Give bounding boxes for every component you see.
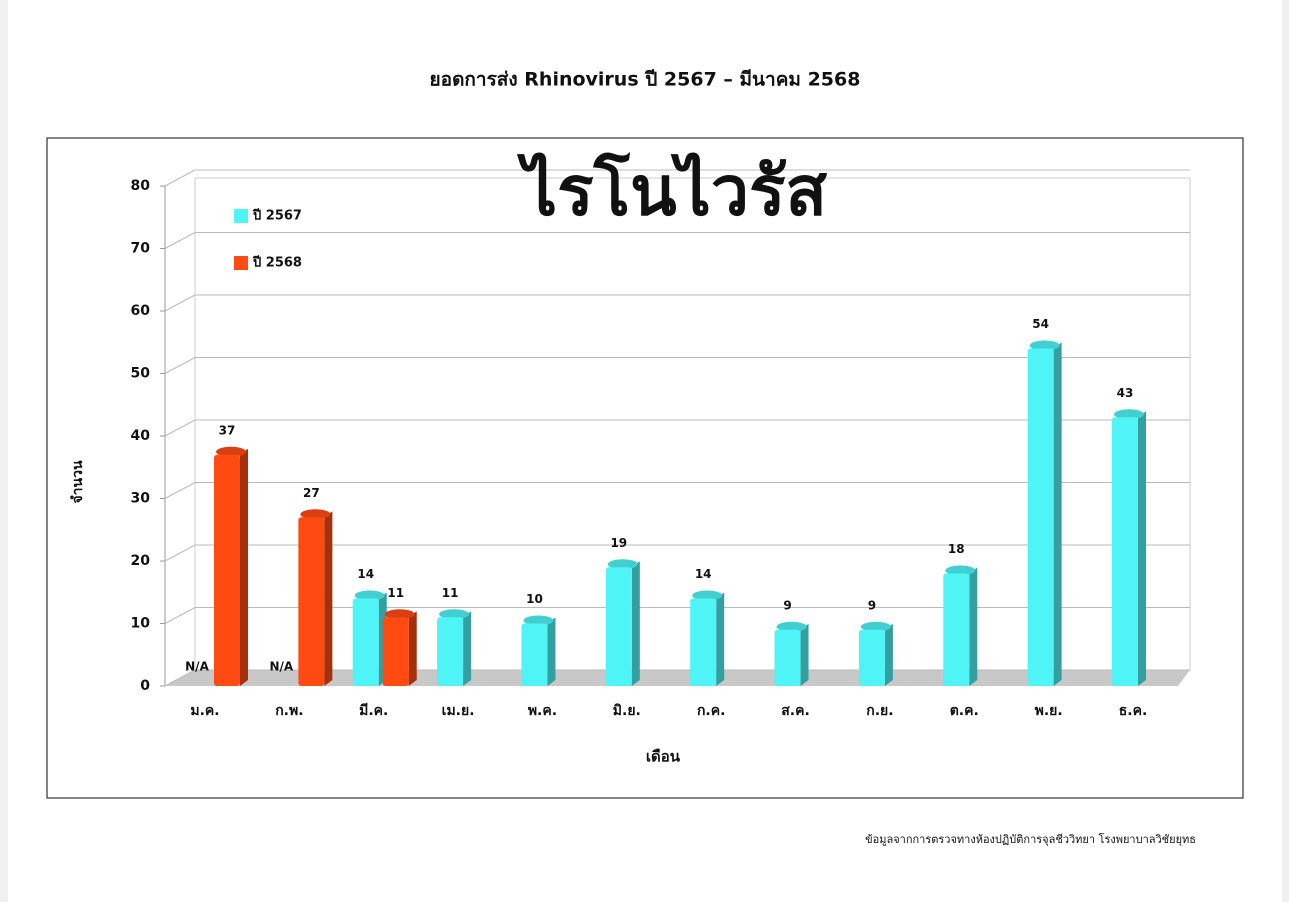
grid-line <box>164 669 196 687</box>
grid-line <box>164 482 196 499</box>
data-label: N/A <box>270 660 294 674</box>
y-tick-label: 70 <box>131 241 151 257</box>
bar-top <box>776 621 807 632</box>
bar-side <box>716 592 725 686</box>
y-tick-label: 0 <box>140 678 150 694</box>
source-note: ข้อมูลจากการตรวจทางห้องปฏิบัติการจุลชีวว… <box>865 832 1196 846</box>
bar <box>352 598 379 686</box>
x-tick-label: พ.ย. <box>1035 703 1063 719</box>
data-label: 19 <box>610 536 627 550</box>
y-tick-label: 60 <box>131 303 151 319</box>
x-tick-label: ส.ค. <box>781 703 810 719</box>
x-tick-label: ก.พ. <box>275 703 303 719</box>
grid-line <box>164 419 196 437</box>
y-tick-label: 40 <box>131 428 151 444</box>
bar <box>858 629 885 686</box>
data-label: 10 <box>526 592 543 606</box>
y-tick-label: 50 <box>131 366 151 382</box>
bar-side <box>1053 342 1062 686</box>
x-tick-label: เม.ย. <box>442 703 475 719</box>
bar-top <box>216 446 246 457</box>
data-label: 11 <box>387 586 404 600</box>
grid-line <box>164 232 196 249</box>
bar <box>1112 417 1138 686</box>
bar-top <box>300 509 331 520</box>
bar <box>943 573 970 686</box>
bar-side <box>408 611 417 686</box>
data-label: 43 <box>1117 386 1134 400</box>
bar <box>605 567 632 686</box>
bar <box>521 623 548 686</box>
bar-side <box>324 511 333 686</box>
x-axis-label: เดือน <box>646 748 681 766</box>
bar-side <box>800 623 809 686</box>
y-axis-label: จำนวน <box>70 460 86 503</box>
floor <box>165 670 1190 686</box>
bar-side <box>884 623 893 686</box>
data-label: 37 <box>219 423 236 437</box>
bar-top <box>945 565 976 576</box>
x-tick-label: พ.ค. <box>528 703 557 719</box>
x-tick-label: ก.ค. <box>697 703 725 719</box>
bar-top <box>1114 409 1144 420</box>
data-label: 27 <box>303 486 320 500</box>
bar <box>214 454 240 686</box>
bar <box>1027 348 1054 686</box>
grid-line <box>164 607 196 624</box>
x-tick-label: ม.ค. <box>190 703 219 719</box>
data-label: 18 <box>948 542 965 556</box>
bar-top <box>692 590 723 601</box>
bar-top <box>1029 340 1060 351</box>
data-label: 9 <box>783 598 791 612</box>
bar-top <box>860 621 891 632</box>
y-tick-label: 20 <box>131 553 151 569</box>
x-tick-label: มี.ค. <box>359 703 388 719</box>
legend-swatch <box>234 209 248 223</box>
data-label: 14 <box>695 567 712 581</box>
y-tick-label: 30 <box>131 491 151 507</box>
bar <box>382 617 409 686</box>
grid-line <box>164 169 196 187</box>
data-label: 9 <box>868 598 876 612</box>
grid-line <box>164 357 196 374</box>
data-label: 11 <box>442 586 459 600</box>
bar-side <box>969 567 978 686</box>
legend-label: ปี 2568 <box>252 255 302 271</box>
x-tick-label: ธ.ค. <box>1119 703 1148 719</box>
y-tick-label: 10 <box>131 616 151 632</box>
bar <box>774 629 801 686</box>
y-tick-label: 80 <box>131 178 151 194</box>
bar-side <box>463 611 472 686</box>
bar-side <box>631 561 640 686</box>
grid-line <box>164 294 196 312</box>
x-tick-label: ก.ย. <box>866 703 893 719</box>
data-label: 54 <box>1032 317 1049 331</box>
bar <box>298 517 325 686</box>
x-tick-label: ต.ค. <box>950 703 979 719</box>
x-tick-label: มิ.ย. <box>613 703 641 719</box>
bar-side <box>1138 411 1146 686</box>
data-label: N/A <box>185 660 209 674</box>
bar-top <box>439 609 470 620</box>
bar-side <box>547 617 556 686</box>
legend-label: ปี 2567 <box>252 208 302 224</box>
legend-swatch <box>234 256 248 270</box>
data-label: 14 <box>357 567 374 581</box>
bar <box>690 598 717 686</box>
annotation: ไรโนไวรัส <box>517 152 828 232</box>
bar-top <box>523 615 554 626</box>
bar-top <box>354 590 385 601</box>
grid-line <box>164 544 196 562</box>
bar-top <box>607 559 638 570</box>
bar-side <box>240 448 248 686</box>
chart-title: ยอดการส่ง Rhinovirus ปี 2567 – มีนาคม 25… <box>430 69 861 91</box>
bar-top <box>384 609 415 620</box>
bar <box>437 617 464 686</box>
